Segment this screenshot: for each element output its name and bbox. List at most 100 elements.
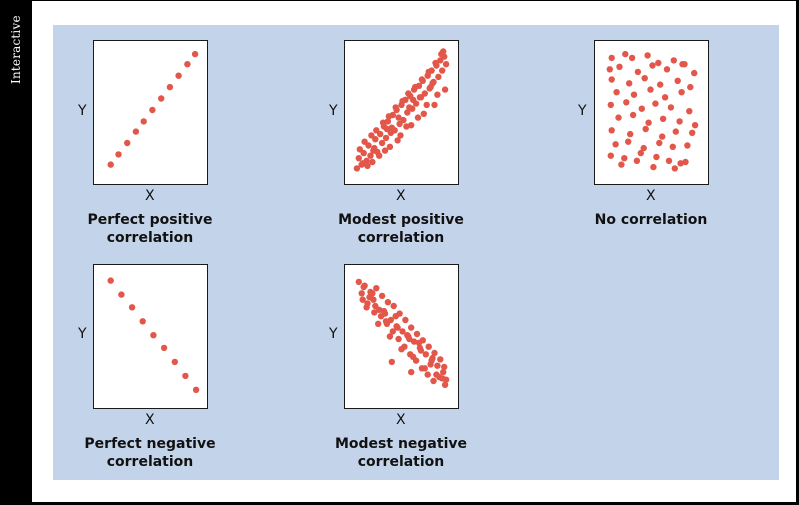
scatter-point: [625, 138, 632, 145]
scatter-point: [408, 324, 415, 331]
scatter-point: [367, 152, 374, 159]
sidebar-label: Interactive: [9, 15, 23, 84]
scatter-point: [414, 114, 422, 121]
scatter-point: [358, 290, 365, 297]
scatter-point: [423, 101, 430, 109]
scatter-point: [618, 161, 625, 168]
scatter-point: [615, 114, 622, 121]
scatter-point: [416, 94, 424, 101]
scatter-point: [379, 119, 387, 126]
scatter-point: [158, 95, 165, 102]
scatter-point: [425, 68, 432, 76]
scatter-point: [682, 158, 689, 166]
scatter-point: [425, 343, 432, 350]
scatter-point: [399, 97, 406, 105]
scatter-point: [616, 63, 623, 70]
scatter-point: [369, 290, 376, 297]
scatter-point: [689, 129, 696, 136]
y-axis-label: Y: [78, 103, 87, 119]
scatter-point: [140, 118, 147, 125]
scatter-point: [132, 128, 140, 135]
scatter-point: [626, 80, 633, 87]
scatter-point: [375, 320, 382, 327]
scatter-point: [381, 147, 389, 154]
scatter-point: [369, 158, 376, 166]
chart-caption: No correlation: [594, 212, 708, 228]
scatter-point: [107, 277, 114, 284]
scatter-point: [612, 141, 619, 148]
scatter-point: [669, 143, 676, 150]
scatter-point: [432, 59, 439, 67]
scatter-point: [355, 278, 362, 286]
scatter-point: [394, 137, 401, 144]
chart-caption: Perfect negative correlation: [84, 436, 216, 470]
scatter-point: [634, 68, 642, 76]
y-axis-label: Y: [78, 326, 87, 342]
scatter-point: [411, 83, 419, 91]
scatter-point: [405, 90, 412, 97]
scatter-point: [628, 54, 636, 62]
scatter-point: [394, 324, 401, 331]
scatter-point: [149, 106, 156, 114]
scatter-point: [368, 132, 375, 139]
scatter-point: [671, 165, 678, 172]
scatter-point: [380, 307, 388, 315]
scatter-point: [406, 335, 413, 343]
scatter-point: [657, 81, 664, 88]
scatter-point: [653, 153, 660, 161]
scatter-point: [650, 163, 657, 171]
chart-caption: Modest negative correlation: [334, 436, 467, 470]
scatter-point: [440, 368, 447, 376]
scatter-point: [684, 142, 691, 149]
scatter-point: [659, 133, 666, 140]
scatter-point: [670, 57, 677, 64]
scatter-point: [659, 115, 667, 123]
scatter-point: [373, 127, 380, 134]
scatter-point: [608, 127, 615, 134]
scatter-point: [397, 132, 404, 139]
scatter-point: [627, 130, 634, 138]
scatter-point: [691, 122, 699, 129]
scatter-point: [378, 292, 386, 300]
sidebar: Interactive: [0, 0, 32, 505]
scatter-point: [118, 291, 125, 298]
scatter-point: [150, 332, 157, 339]
scatter-point: [607, 152, 614, 159]
scatter-point: [390, 302, 397, 310]
x-axis-label: X: [396, 188, 406, 204]
scatter-point: [359, 296, 366, 303]
scatter-point: [166, 83, 174, 91]
scatter-point: [676, 118, 683, 125]
scatter-point: [406, 104, 413, 111]
chart-caption: Perfect positive correlation: [87, 212, 213, 246]
scatter-point: [409, 353, 417, 360]
scatter-point: [433, 371, 440, 378]
scatter-point: [678, 89, 685, 96]
scatter-point: [642, 125, 649, 133]
scatter-point: [677, 160, 684, 167]
scatter-point: [371, 144, 378, 152]
scatter-point: [415, 339, 423, 346]
scatter-point: [364, 162, 371, 169]
scatter-point: [663, 66, 671, 73]
scatter-point: [184, 61, 191, 68]
scatter-point: [637, 149, 644, 157]
scatter-point: [418, 76, 426, 83]
scatter-point: [384, 118, 392, 125]
scatter-point: [408, 122, 415, 129]
scatter-point: [434, 91, 441, 98]
scatter-point: [382, 318, 390, 325]
scatter-point: [175, 72, 182, 79]
scatter-point: [385, 113, 393, 120]
y-axis-label: Y: [329, 326, 338, 342]
scatter-point: [192, 386, 200, 393]
scatter-point: [359, 160, 366, 167]
scatter-point: [139, 318, 146, 325]
scatter-point: [383, 125, 391, 133]
scatter-point: [435, 73, 442, 81]
scatter-point: [430, 377, 437, 385]
scatter-point: [386, 143, 394, 150]
figure-panel: Y X Perfect positive correlation Y X Mod…: [53, 25, 779, 480]
scatter-point: [681, 61, 688, 68]
scatter-point: [371, 309, 378, 316]
